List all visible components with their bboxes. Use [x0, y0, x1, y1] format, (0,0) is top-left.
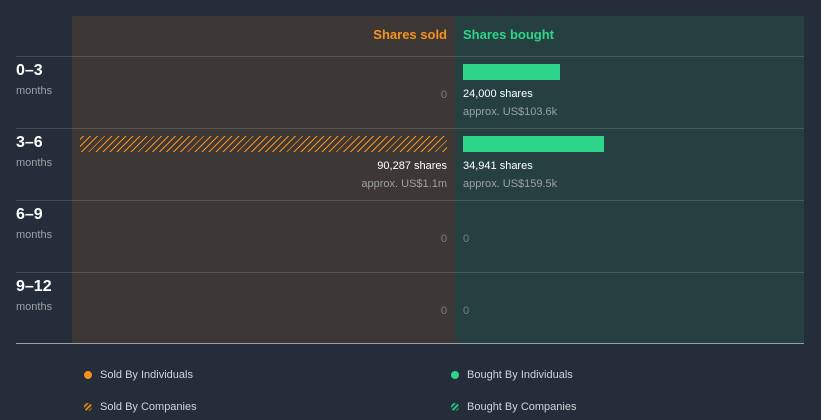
legend-bought-by-individuals[interactable]: Bought By Individuals — [451, 369, 573, 381]
sold-shares-count: 90,287 shares — [377, 160, 447, 172]
legend-label: Sold By Individuals — [100, 369, 193, 381]
period-range: 3–6 — [16, 134, 43, 151]
orange-hatched-dot-icon — [84, 403, 92, 411]
period-unit: months — [16, 85, 53, 97]
period-unit: months — [16, 301, 53, 313]
period-label-6-9: 6–9 months — [16, 206, 52, 241]
row-divider — [16, 200, 804, 201]
orange-dot-icon — [84, 371, 92, 379]
legend-sold-by-individuals[interactable]: Sold By Individuals — [84, 369, 193, 381]
bought-individuals-bar[interactable] — [463, 64, 560, 80]
shares-bought-header: Shares bought — [463, 27, 555, 42]
bought-shares-count: 34,941 shares — [463, 160, 533, 172]
sold-companies-bar[interactable] — [80, 136, 447, 152]
sold-zero-value: 0 — [440, 89, 447, 101]
row-divider — [16, 56, 804, 57]
sold-approx-value: approx. US$1.1m — [361, 178, 447, 190]
shares-sold-header: Shares sold — [373, 27, 447, 42]
green-hatched-dot-icon — [451, 403, 459, 411]
bought-approx-value: approx. US$103.6k — [463, 106, 558, 118]
legend-label: Bought By Companies — [467, 401, 577, 413]
legend-label: Bought By Individuals — [467, 369, 573, 381]
bought-zero-value: 0 — [463, 233, 470, 245]
period-label-9-12: 9–12 months — [16, 278, 52, 313]
chart-baseline — [16, 343, 804, 344]
sold-zero-value: 0 — [440, 305, 447, 317]
period-unit: months — [16, 157, 53, 169]
period-unit: months — [16, 229, 53, 241]
sold-zero-value: 0 — [440, 233, 447, 245]
period-label-3-6: 3–6 months — [16, 134, 52, 169]
period-label-0-3: 0–3 months — [16, 62, 52, 97]
legend-sold-by-companies[interactable]: Sold By Companies — [84, 401, 197, 413]
bought-shares-count: 24,000 shares — [463, 88, 533, 100]
bought-approx-value: approx. US$159.5k — [463, 178, 558, 190]
legend-label: Sold By Companies — [100, 401, 197, 413]
period-range: 0–3 — [16, 62, 43, 79]
bought-individuals-bar[interactable] — [463, 136, 604, 152]
period-range: 6–9 — [16, 206, 43, 223]
shares-sold-panel — [72, 16, 455, 343]
green-dot-icon — [451, 371, 459, 379]
period-range: 9–12 — [16, 278, 52, 295]
row-divider — [16, 128, 804, 129]
row-divider — [16, 272, 804, 273]
legend-bought-by-companies[interactable]: Bought By Companies — [451, 401, 576, 413]
bought-zero-value: 0 — [463, 305, 470, 317]
